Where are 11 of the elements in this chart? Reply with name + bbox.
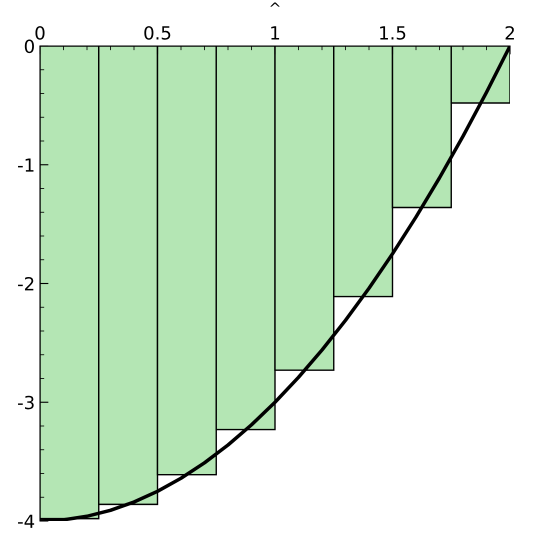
y-tick-label: -3 [18,396,34,410]
y-tick-label: -4 [18,514,34,528]
y-tick-label: -1 [18,158,34,172]
y-tick-label: -2 [18,276,34,290]
x-tick-label: 2 [506,26,514,40]
x-tick-label: 1 [271,26,280,40]
chart-title: ^ [270,2,280,7]
x-tick-label: 1.5 [380,26,406,40]
x-tick-label: 0 [35,26,45,40]
x-tick-label: 0.5 [144,26,170,40]
y-tick-label: 0 [24,39,34,54]
